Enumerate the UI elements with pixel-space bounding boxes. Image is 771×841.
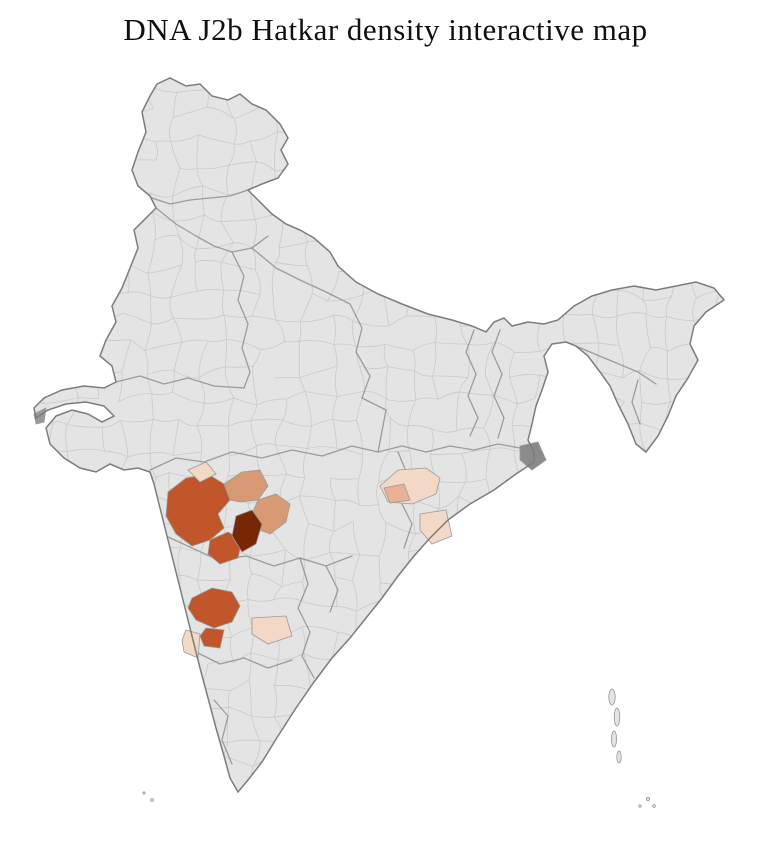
state-borders <box>115 189 657 765</box>
district-highlight-light-2[interactable] <box>251 615 293 645</box>
district-highlight-medium-1[interactable] <box>223 469 269 503</box>
lakshadweep-islands[interactable] <box>142 791 154 802</box>
district-highlight-light-top[interactable] <box>187 461 217 483</box>
district-highlight-light-4[interactable] <box>419 509 453 545</box>
district-highlight-high-3[interactable] <box>187 587 241 629</box>
density-highlights <box>165 461 453 659</box>
gray-district-kolkata[interactable] <box>519 441 547 471</box>
district-highlight-high-4[interactable] <box>199 627 225 649</box>
district-highlight-highest[interactable] <box>231 509 263 553</box>
andaman-islands[interactable] <box>608 688 656 808</box>
district-highlight-high-2[interactable] <box>207 531 243 565</box>
district-highlight-mediumlight-1[interactable] <box>383 483 411 504</box>
page-title: DNA J2b Hatkar density interactive map <box>123 12 648 47</box>
